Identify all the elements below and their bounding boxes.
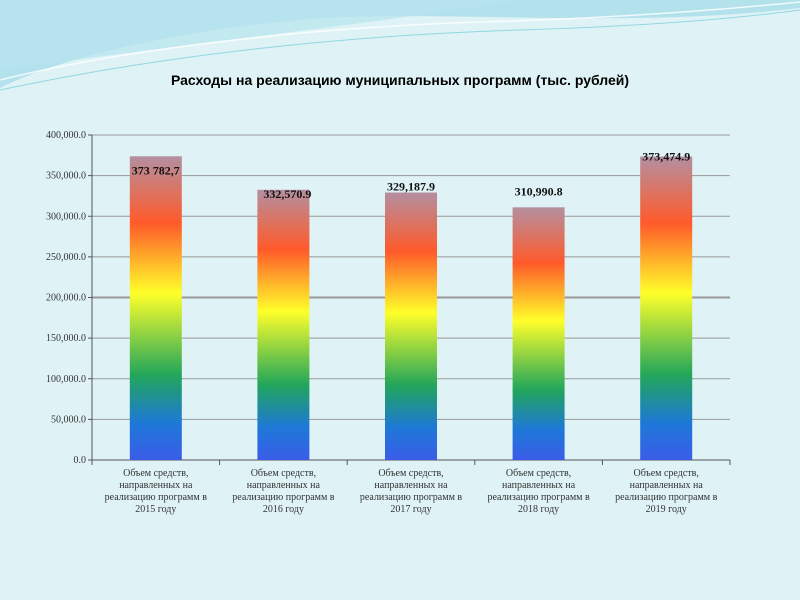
y-tick-label: 100,000.0 (46, 374, 86, 385)
category-label: Объем средств, направленных на реализацию … (105, 468, 208, 515)
bar (512, 207, 565, 460)
y-tick-label: 50,000.0 (51, 414, 86, 425)
y-tick-label: 150,000.0 (46, 333, 86, 344)
bar (640, 156, 693, 461)
y-tick-label: 400,000.0 (46, 130, 86, 141)
data-label: 373,474.9 (642, 150, 690, 164)
data-label: 373 782,7 (132, 163, 180, 177)
y-tick-label: 200,000.0 (46, 293, 86, 304)
y-tick-label: 250,000.0 (46, 252, 86, 263)
y-tick-label: 300,000.0 (46, 211, 86, 222)
data-label: 310,990.8 (515, 184, 563, 198)
labels: 0.0 50,000.0 100,000.0 150,000.0 200,000.0 25… (46, 130, 718, 515)
bars (129, 156, 693, 461)
y-tick-label: 350,000.0 (46, 171, 86, 182)
bar (257, 189, 310, 461)
y-tick-label: 0.0 (74, 455, 87, 466)
bar (385, 192, 437, 460)
category-label: Объем средств, направленных на реализацию … (232, 468, 335, 515)
data-label: 329,187.9 (387, 180, 435, 194)
bar (129, 156, 182, 460)
category-label: Объем средств, направленных на реализацию … (615, 468, 718, 515)
category-label: Объем средств, направленных на реализацию … (487, 468, 590, 515)
data-label: 332,570.9 (263, 187, 311, 201)
background-wave (0, 0, 800, 91)
chart-title: Расходы на реализацию муниципальных прог… (170, 72, 630, 88)
category-label: Объем средств, направленных на реализацию … (360, 468, 463, 515)
